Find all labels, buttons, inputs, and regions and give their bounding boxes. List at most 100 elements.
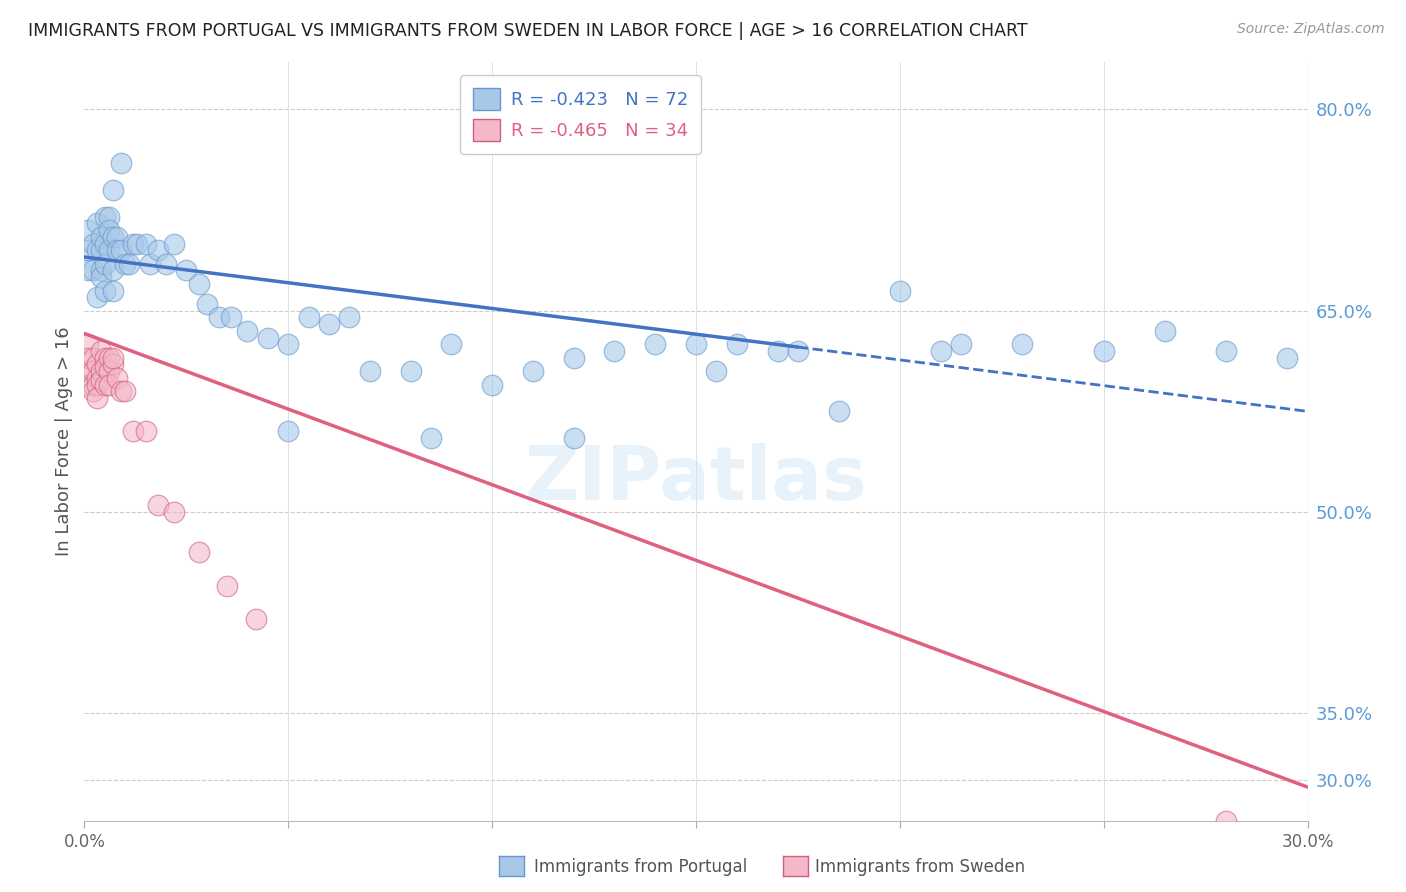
Point xyxy=(929,343,952,358)
Text: Source: ZipAtlas.com: Source: ZipAtlas.com xyxy=(1237,22,1385,37)
Point xyxy=(163,236,186,251)
Point xyxy=(77,244,100,258)
Point xyxy=(359,364,381,378)
Point xyxy=(82,236,104,251)
Point xyxy=(90,364,112,378)
Point xyxy=(277,337,299,351)
Point xyxy=(90,230,112,244)
Point xyxy=(828,404,851,418)
Y-axis label: In Labor Force | Age > 16: In Labor Force | Age > 16 xyxy=(55,326,73,557)
Point xyxy=(86,377,108,392)
Point xyxy=(155,257,177,271)
Point xyxy=(562,431,585,445)
Point xyxy=(77,223,100,237)
Point xyxy=(135,425,157,439)
Point xyxy=(122,425,145,439)
Point xyxy=(93,351,115,365)
Point xyxy=(77,364,100,378)
Point xyxy=(127,236,149,251)
Point xyxy=(77,337,100,351)
Point xyxy=(97,223,120,237)
Point xyxy=(135,236,157,251)
Point xyxy=(440,337,463,351)
Point xyxy=(93,284,115,298)
Point xyxy=(93,210,115,224)
Legend: R = -0.423   N = 72, R = -0.465   N = 34: R = -0.423 N = 72, R = -0.465 N = 34 xyxy=(460,75,700,153)
Point xyxy=(82,384,104,399)
Point xyxy=(163,505,186,519)
Point xyxy=(86,391,108,405)
Point xyxy=(93,236,115,251)
Point xyxy=(399,364,422,378)
Point xyxy=(97,351,120,365)
Point xyxy=(82,377,104,392)
Point xyxy=(236,324,259,338)
Point xyxy=(138,257,160,271)
Point xyxy=(90,263,112,277)
Point xyxy=(77,351,100,365)
Point xyxy=(950,337,973,351)
Point xyxy=(86,371,108,385)
Text: IMMIGRANTS FROM PORTUGAL VS IMMIGRANTS FROM SWEDEN IN LABOR FORCE | AGE > 16 COR: IMMIGRANTS FROM PORTUGAL VS IMMIGRANTS F… xyxy=(28,22,1028,40)
Point xyxy=(110,244,132,258)
Point xyxy=(725,337,748,351)
Point xyxy=(245,612,267,626)
Point xyxy=(86,217,108,231)
Point xyxy=(86,357,108,371)
Point xyxy=(90,343,112,358)
Point xyxy=(146,498,169,512)
Point xyxy=(90,270,112,285)
Point xyxy=(257,330,280,344)
Text: Immigrants from Sweden: Immigrants from Sweden xyxy=(815,858,1025,876)
Point xyxy=(97,244,120,258)
Point xyxy=(82,263,104,277)
Point xyxy=(787,343,810,358)
Point xyxy=(90,374,112,388)
Point xyxy=(97,210,120,224)
Point xyxy=(110,156,132,170)
Point xyxy=(339,310,361,325)
Point xyxy=(105,230,128,244)
Point xyxy=(187,545,209,559)
Point xyxy=(277,425,299,439)
Point xyxy=(603,343,626,358)
Point xyxy=(101,357,124,371)
Point xyxy=(101,284,124,298)
Point xyxy=(195,297,218,311)
Point xyxy=(146,244,169,258)
Point xyxy=(90,244,112,258)
Point xyxy=(110,384,132,399)
Point xyxy=(77,263,100,277)
Point xyxy=(1277,351,1299,365)
Point xyxy=(101,263,124,277)
Point xyxy=(298,310,321,325)
Point xyxy=(101,230,124,244)
Point xyxy=(105,244,128,258)
Point xyxy=(889,284,911,298)
Point xyxy=(208,310,231,325)
Point xyxy=(562,351,585,365)
Point xyxy=(1215,343,1237,358)
Point xyxy=(685,337,707,351)
Point xyxy=(1011,337,1033,351)
Point xyxy=(93,360,115,375)
Point xyxy=(481,377,503,392)
Text: ZIPatlas: ZIPatlas xyxy=(524,443,868,516)
Point xyxy=(82,364,104,378)
Point xyxy=(1092,343,1115,358)
Point xyxy=(766,343,789,358)
Point xyxy=(114,257,136,271)
Point xyxy=(101,183,124,197)
Point xyxy=(101,351,124,365)
Point xyxy=(318,317,340,331)
Point xyxy=(105,371,128,385)
Point xyxy=(93,377,115,392)
Point xyxy=(187,277,209,291)
Point xyxy=(1215,814,1237,828)
Point xyxy=(122,236,145,251)
Point xyxy=(420,431,443,445)
Point xyxy=(219,310,242,325)
Point xyxy=(93,257,115,271)
Point xyxy=(97,377,120,392)
Point xyxy=(82,351,104,365)
